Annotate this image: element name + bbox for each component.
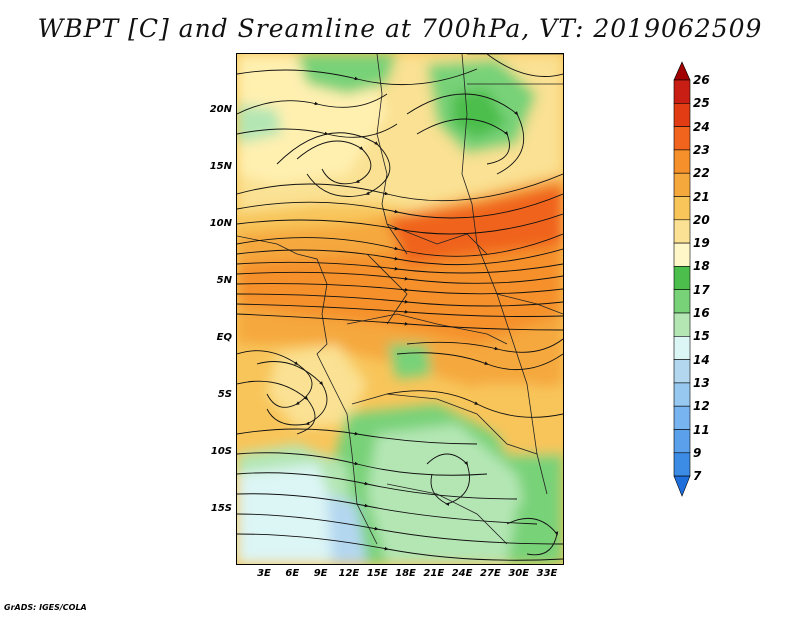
colorbar-swatch [673, 79, 691, 104]
colorbar-tick-label: 23 [693, 142, 710, 157]
colorbar-tick-label: 11 [693, 422, 710, 437]
streamlines [237, 54, 563, 561]
colorbar-tick-label: 18 [693, 259, 710, 274]
longitude-tick-label: 12E [338, 568, 360, 579]
colorbar-tick-label: 21 [693, 189, 710, 204]
latitude-tick-label: EQ [216, 332, 232, 343]
colorbar-swatch [673, 312, 691, 337]
colorbar-swatch [673, 149, 691, 174]
colorbar [673, 61, 691, 497]
latitude-tick-label: 5S [217, 389, 232, 400]
colorbar-tick-label: 13 [693, 375, 710, 390]
colorbar-tick-label: 19 [693, 236, 710, 251]
latitude-tick-label: 15S [210, 503, 232, 514]
colorbar-swatch [673, 172, 691, 197]
colorbar-swatch [673, 196, 691, 221]
colorbar-swatch [673, 382, 691, 407]
longitude-tick-label: 30E [508, 568, 530, 579]
colorbar-swatches [673, 61, 691, 497]
colorbar-tick-label: 7 [693, 469, 702, 484]
colorbar-swatch [673, 359, 691, 384]
longitude-tick-label: 21E [423, 568, 445, 579]
longitude-tick-label: 9E [313, 568, 328, 579]
colorbar-swatch [673, 335, 691, 360]
longitude-tick-label: 27E [480, 568, 501, 579]
latitude-tick-label: 5N [216, 275, 232, 286]
colorbar-swatch [673, 219, 691, 244]
colorbar-swatch [673, 452, 691, 477]
colorbar-tick-label: 24 [693, 119, 710, 134]
latitude-tick-label: 15N [209, 161, 232, 172]
colorbar-swatch [673, 475, 691, 497]
colorbar-tick-label: 22 [693, 166, 710, 181]
colorbar-tick-label: 16 [693, 306, 710, 320]
grads-credit: GrADS: IGES/COLA [4, 603, 87, 612]
longitude-tick-label: 24E [451, 568, 473, 579]
colorbar-swatch [673, 266, 691, 290]
country-boundaries [237, 54, 563, 545]
colorbar-swatch [673, 102, 691, 127]
colorbar-tick-label: 17 [693, 282, 710, 297]
colorbar-swatch [673, 126, 691, 151]
colorbar-swatch [673, 242, 691, 267]
map-panel [236, 53, 564, 565]
longitude-tick-label: 15E [366, 568, 388, 579]
latitude-tick-label: 10S [210, 446, 232, 457]
longitude-tick-label: 33E [536, 568, 558, 579]
colorbar-tick-label: 14 [693, 352, 710, 367]
colorbar-tick-label: 26 [693, 73, 710, 87]
wbpt-shading [237, 54, 563, 564]
latitude-tick-label: 10N [209, 218, 232, 229]
colorbar-tick-label: 12 [693, 399, 710, 414]
colorbar-swatch [673, 405, 691, 430]
chart-title: WBPT [C] and Sreamline at 700hPa, VT: 20… [37, 14, 763, 43]
longitude-tick-label: 6E [285, 568, 300, 579]
colorbar-tick-label: 15 [693, 329, 710, 344]
colorbar-swatch [673, 429, 691, 454]
colorbar-swatch [673, 61, 691, 81]
colorbar-tick-label: 20 [693, 212, 710, 227]
wbpt-streamline-map [237, 54, 563, 564]
longitude-tick-label: 18E [395, 568, 416, 579]
longitude-tick-label: 3E [257, 568, 271, 579]
colorbar-swatch [673, 289, 691, 314]
colorbar-tick-label: 9 [693, 445, 702, 460]
colorbar-tick-label: 25 [693, 96, 710, 111]
latitude-tick-label: 20N [209, 104, 232, 115]
